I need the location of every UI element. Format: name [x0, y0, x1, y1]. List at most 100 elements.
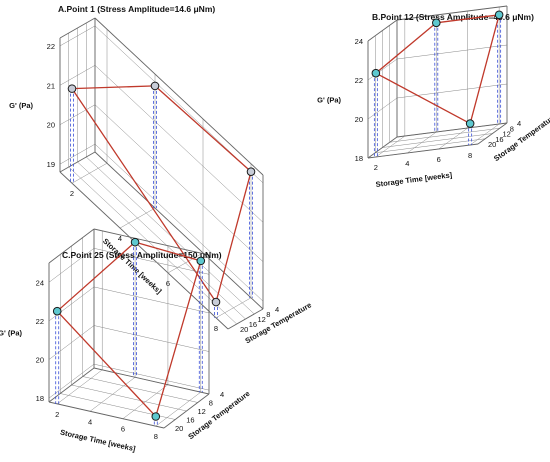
data-point [465, 119, 475, 128]
grid-line [48, 325, 95, 360]
x-axis-label: Storage Time [weeks] [375, 170, 453, 189]
z-axis-label: G' (Pa) [0, 329, 22, 338]
grid-line [93, 286, 210, 314]
chart-title: A.Point 1 (Stress Amplitude=14.6 μNm) [58, 4, 215, 14]
grid-line [93, 363, 210, 391]
y-tick-label: 20 [175, 424, 183, 433]
data-point [211, 297, 221, 307]
z-tick-label: 20 [47, 121, 55, 130]
axis-frame [59, 151, 96, 173]
connect-line [215, 171, 252, 303]
axis-frame [93, 228, 210, 256]
x-tick-label: 6 [121, 425, 125, 434]
data-point [196, 256, 206, 266]
data-point [151, 412, 161, 421]
z-tick-label: 22 [47, 42, 55, 51]
x-tick-label: 4 [88, 417, 92, 426]
z-tick-label: 21 [47, 81, 55, 90]
chart-title: C.Point 25 (Stress Amplitude=150 μNm) [62, 250, 222, 260]
x-tick-label: 8 [154, 432, 158, 441]
data-point [150, 81, 160, 91]
grid-line [93, 248, 210, 275]
grid-line [94, 104, 264, 262]
axis-frame [48, 367, 95, 403]
axis-frame [227, 308, 264, 330]
grid-line [59, 65, 96, 86]
x-tick-label: 2 [70, 189, 74, 198]
connect-line [56, 241, 136, 312]
x-tick-label: 8 [468, 151, 472, 160]
data-point [371, 68, 381, 78]
axis-frame [93, 367, 210, 395]
grid-line [94, 143, 264, 302]
grid-line [71, 384, 187, 412]
z-tick-label: 19 [47, 160, 55, 169]
grid-line [59, 104, 96, 125]
data-point [494, 10, 504, 20]
connect-line [134, 241, 201, 262]
grid-line [94, 65, 264, 223]
axis-frame [396, 5, 508, 21]
grid-line [382, 133, 493, 148]
z-axis-label: G' (Pa) [317, 96, 341, 105]
y-tick-label: 12 [198, 407, 206, 416]
y-tick-label: 20 [240, 325, 248, 334]
axis-frame [94, 17, 264, 176]
grid-line [93, 325, 210, 352]
grid-line [77, 161, 246, 320]
y-tick-label: 4 [220, 390, 224, 399]
x-tick-label: 2 [55, 410, 59, 419]
y-axis-label: Storage Temperature [186, 389, 251, 441]
connect-line [375, 22, 437, 74]
y-tick-label: 8 [510, 124, 514, 133]
grid-line [396, 83, 508, 99]
connect-line [436, 14, 500, 24]
connect-line [155, 260, 202, 417]
grid-line [82, 376, 198, 403]
axis-frame [367, 19, 398, 42]
y-tick-label: 16 [249, 320, 257, 329]
y-tick-label: 20 [488, 140, 496, 149]
y-tick-label: 8 [266, 310, 270, 319]
axis-frame [48, 401, 165, 429]
connect-line [71, 88, 217, 303]
axis-frame [477, 122, 508, 145]
y-tick-label: 12 [258, 315, 266, 324]
connect-line [469, 14, 500, 124]
z-axis-label: G' (Pa) [9, 101, 33, 110]
y-tick-label: 8 [209, 399, 213, 408]
connect-line [56, 310, 157, 417]
z-tick-label: 22 [355, 76, 363, 85]
z-tick-label: 20 [36, 356, 44, 365]
x-tick-label: 8 [214, 324, 218, 333]
axis-frame [59, 17, 96, 39]
z-tick-label: 18 [36, 394, 44, 403]
grid-line [48, 248, 95, 283]
grid-line [389, 128, 500, 143]
chart-title: B.Point 12 (Stress Amplitude=43.6 μNm) [372, 12, 534, 22]
x-tick-label: 4 [118, 234, 122, 243]
z-tick-label: 18 [355, 154, 363, 163]
data-point [130, 237, 140, 247]
connect-line [375, 72, 471, 125]
grid-line [367, 58, 398, 81]
grid-line [367, 97, 398, 120]
y-tick-label: 16 [186, 416, 194, 425]
z-tick-label: 20 [355, 115, 363, 124]
x-tick-label: 6 [437, 155, 441, 164]
axis-frame [59, 171, 229, 330]
y-tick-label: 16 [495, 135, 503, 144]
axis-frame [396, 122, 508, 138]
connect-line [154, 85, 252, 173]
grid-line [59, 25, 96, 47]
z-tick-label: 22 [36, 317, 44, 326]
y-tick-label: 12 [503, 130, 511, 139]
chart-panel-a: 24684812162019202122G' (Pa)Storage Time … [9, 4, 313, 345]
grid-line [86, 156, 255, 315]
data-point [67, 84, 77, 93]
z-tick-label: 24 [355, 37, 363, 46]
y-tick-label: 4 [275, 305, 279, 314]
connect-line [71, 85, 156, 90]
